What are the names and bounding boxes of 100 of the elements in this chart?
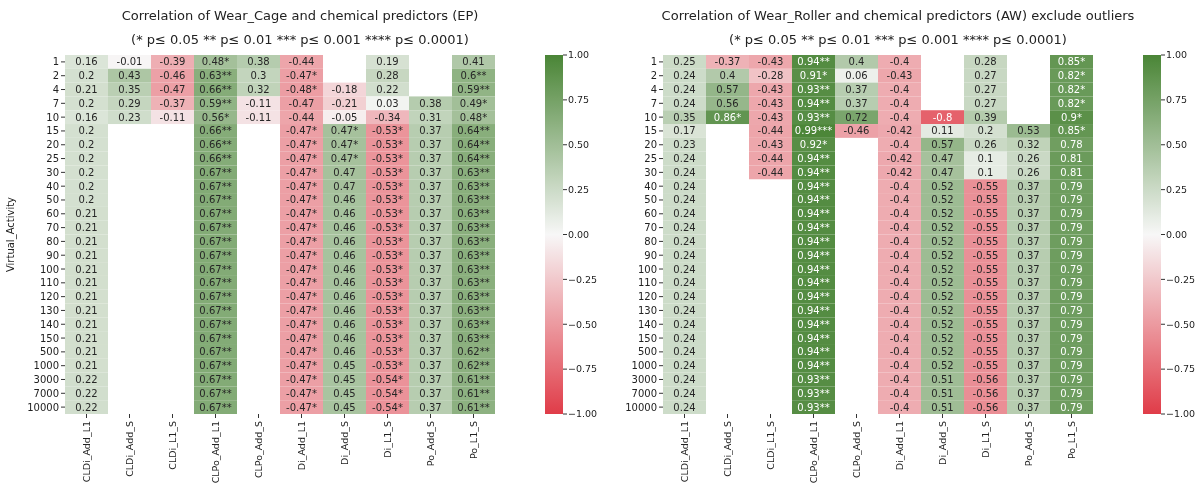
data-label: -0.53* [372, 125, 403, 137]
y-tick-label: 1 [650, 56, 657, 68]
data-label: 0.21 [75, 222, 98, 234]
data-label: 0.59** [199, 97, 232, 109]
x-tick-label: CLPo_Add_L1 [209, 421, 221, 484]
data-label: -0.4 [889, 139, 910, 151]
data-label: 0.27 [974, 97, 997, 109]
data-label: -0.55 [972, 249, 999, 261]
data-label: -0.4 [889, 360, 910, 372]
data-label: -0.4 [889, 346, 910, 358]
data-label: -0.11 [159, 111, 186, 123]
data-label: 0.67** [199, 180, 232, 192]
data-label: 0.29 [118, 97, 141, 109]
data-label: -0.53* [372, 332, 403, 344]
data-label: 0.94** [797, 318, 830, 330]
data-label: 0.24 [673, 166, 696, 178]
data-label: 0.2 [977, 125, 994, 137]
data-label: -0.56 [972, 401, 999, 413]
y-tick-label: 1000 [33, 360, 59, 372]
y-tick-label: 10000 [27, 401, 59, 413]
data-label: -0.42 [886, 125, 913, 137]
data-label: 0.63** [457, 194, 490, 206]
data-label: 0.67** [199, 249, 232, 261]
data-label: 0.24 [673, 318, 696, 330]
data-label: -0.4 [889, 84, 910, 96]
data-label: 0.37 [1017, 235, 1040, 247]
data-label: -0.44 [288, 56, 315, 68]
data-label: -0.55 [972, 346, 999, 358]
data-label: 0.64** [457, 125, 490, 137]
data-label: -0.37 [159, 97, 186, 109]
data-label: 0.4 [719, 70, 736, 82]
data-label: -0.37 [714, 56, 741, 68]
data-label: 0.94** [797, 208, 830, 220]
data-label: 0.24 [673, 401, 696, 413]
data-label: 0.61** [457, 401, 490, 413]
chart-title: Correlation of Wear_Cage and chemical predictors (EP) [121, 8, 479, 23]
data-label: 0.47* [330, 153, 359, 165]
data-label: 0.62** [457, 360, 490, 372]
data-label: 0.93** [797, 373, 830, 385]
data-label: 0.81 [1060, 166, 1083, 178]
data-label: -0.42 [886, 153, 913, 165]
data-label: 0.94** [797, 263, 830, 275]
data-label: 0.52 [931, 194, 954, 206]
data-label: 0.37 [1017, 401, 1040, 413]
data-label: -0.46 [843, 125, 870, 137]
data-label: 0.24 [673, 277, 696, 289]
data-label: -0.53* [372, 277, 403, 289]
data-label: 0.24 [673, 263, 696, 275]
data-label: 0.52 [931, 263, 954, 275]
color-bar-label: −1.00 [1166, 408, 1196, 420]
y-tick-label: 20 [46, 139, 59, 151]
data-label: 0.37 [1017, 180, 1040, 192]
color-bar-label: −0.75 [1166, 363, 1196, 375]
data-label: -0.53* [372, 304, 403, 316]
color-bar-label: −0.50 [568, 318, 598, 330]
data-label: 0.24 [673, 346, 696, 358]
y-tick-label: 150 [39, 332, 59, 344]
data-label: 0.79 [1060, 373, 1083, 385]
data-label: -0.11 [245, 97, 272, 109]
y-tick-label: 7 [650, 97, 657, 109]
data-label: 0.37 [1017, 387, 1040, 399]
y-tick-label: 90 [46, 249, 59, 261]
y-tick-label: 10000 [625, 401, 657, 413]
data-label: 0.25 [673, 56, 696, 68]
data-label: 0.67** [199, 277, 232, 289]
x-tick-label: CLPo_Add_L1 [807, 421, 819, 484]
y-tick-label: 1000 [631, 360, 657, 372]
data-label: 0.79 [1060, 401, 1083, 413]
data-label: 0.67** [199, 194, 232, 206]
data-label: 0.94** [797, 222, 830, 234]
y-tick-label: 140 [637, 318, 657, 330]
data-label: 0.66** [199, 125, 232, 137]
data-label: 0.1 [977, 153, 994, 165]
data-label: -0.55 [972, 208, 999, 220]
data-label: -0.53* [372, 153, 403, 165]
data-label: 0.79 [1060, 332, 1083, 344]
data-label: 0.4 [848, 56, 865, 68]
data-label: 0.21 [75, 318, 98, 330]
data-label: 0.52 [931, 222, 954, 234]
data-label: 0.43 [118, 70, 141, 82]
data-label: 0.67** [199, 387, 232, 399]
data-label: -0.01 [116, 56, 143, 68]
data-label: 0.23 [118, 111, 141, 123]
data-label: 0.24 [673, 194, 696, 206]
y-tick-label: 2 [52, 70, 59, 82]
data-label: -0.47* [286, 235, 317, 247]
data-label: 0.21 [75, 304, 98, 316]
data-label: 0.38 [247, 56, 270, 68]
data-label: 0.6** [460, 70, 487, 82]
data-label: -0.47* [286, 304, 317, 316]
data-label: 0.22 [376, 84, 399, 96]
x-tick-label: CLDi_Add_S [123, 421, 135, 477]
data-label: -0.56 [972, 373, 999, 385]
data-label: -0.4 [889, 401, 910, 413]
data-label: -0.47* [286, 332, 317, 344]
y-tick-label: 25 [644, 153, 657, 165]
data-label: -0.47* [286, 318, 317, 330]
data-label: 0.37 [419, 401, 442, 413]
data-label: 0.93** [797, 111, 830, 123]
y-tick-label: 15 [46, 125, 59, 137]
